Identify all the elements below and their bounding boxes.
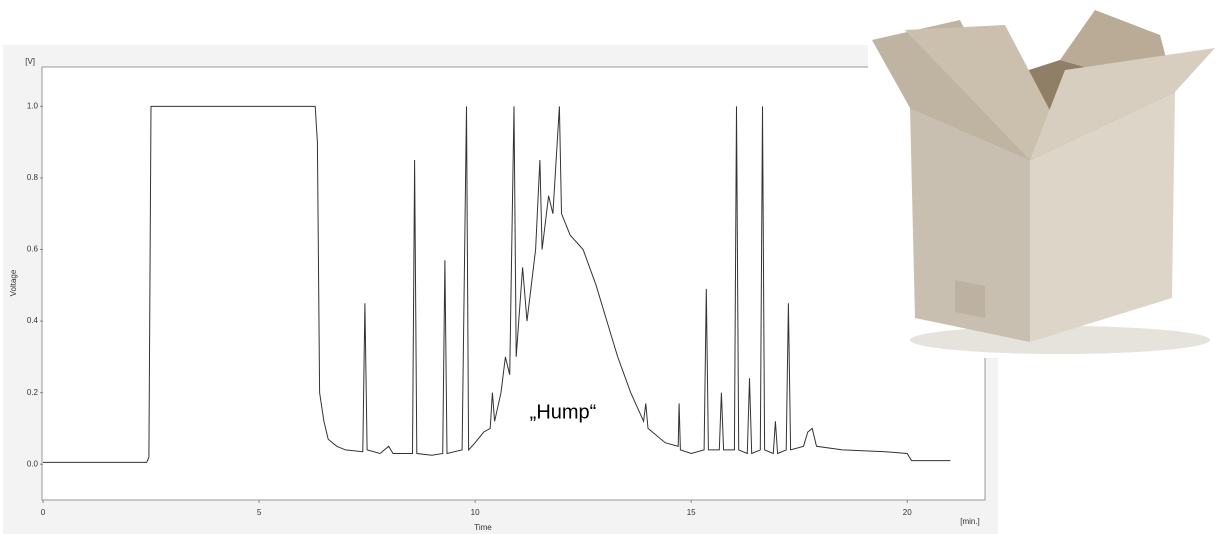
box-label [955, 280, 985, 318]
box-image [868, 5, 1218, 358]
y-tick-label: 1.0 [27, 101, 39, 110]
x-tick-label: 5 [257, 508, 262, 517]
box-front [910, 108, 1030, 342]
flap-back [905, 25, 1055, 160]
box-side [1030, 92, 1175, 342]
x-tick-label: 10 [471, 508, 480, 517]
y-tick-label: 0.4 [27, 316, 39, 325]
x-tick-label: 0 [41, 508, 46, 517]
x-tick-label: 15 [687, 508, 696, 517]
y-tick-label: 0.0 [27, 459, 39, 468]
y-tick-label: 0.8 [27, 173, 39, 182]
x-unit: [min.] [960, 517, 980, 526]
y-tick-label: 0.6 [27, 245, 39, 254]
shadow [910, 326, 1210, 354]
x-tick-label: 20 [903, 508, 912, 517]
annotation: „Hump“ [530, 401, 597, 423]
x-axis-label: Time [474, 523, 492, 532]
y-axis-label: Voltage [9, 269, 18, 296]
flap-right [1030, 48, 1215, 160]
y-unit: [V] [25, 57, 35, 66]
y-tick-label: 0.2 [27, 388, 39, 397]
data-line [43, 105, 951, 463]
flap-left [872, 20, 1030, 160]
